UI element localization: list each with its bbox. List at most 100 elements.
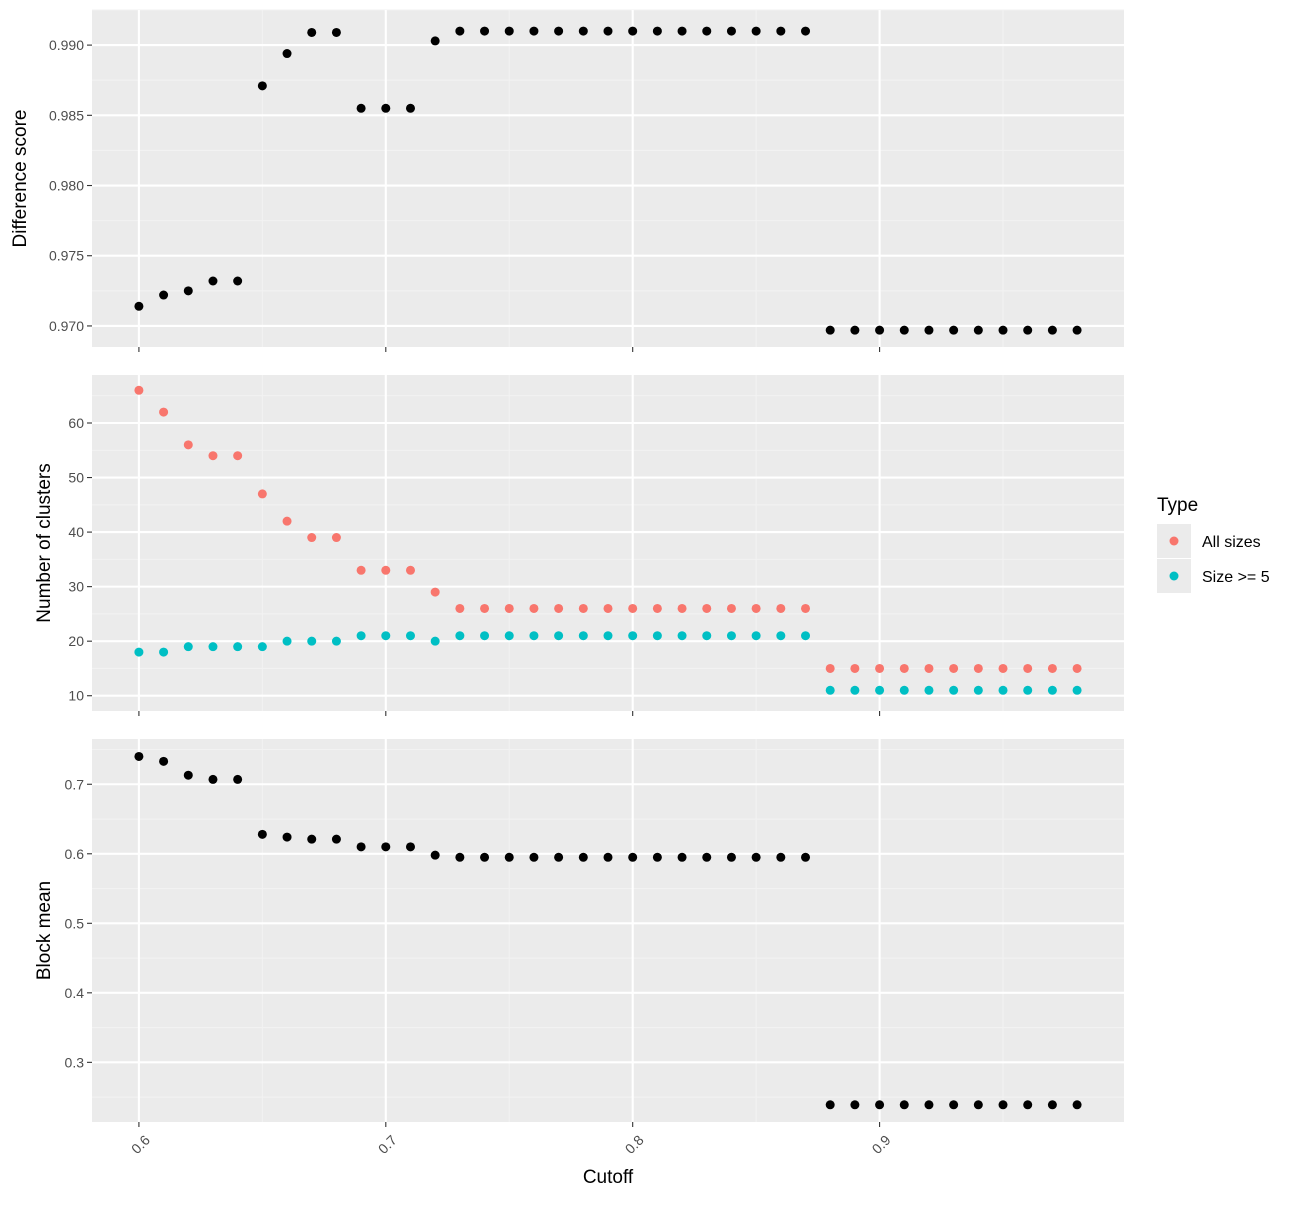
data-point [578,631,588,641]
data-point [159,407,169,417]
x-tick-label: 0.6 [128,1132,153,1157]
data-point [998,325,1008,335]
data-point [825,1100,835,1110]
data-point [183,286,193,296]
data-point [776,603,786,613]
data-point [554,631,564,641]
data-point [776,26,786,36]
y-tick-label: 10 [68,688,84,704]
data-point [801,603,811,613]
data-point [504,26,514,36]
data-point [307,533,317,543]
data-point [1072,1100,1082,1110]
y-tick-label: 0.980 [49,178,84,194]
data-point [208,774,218,784]
data-point [726,26,736,36]
data-point [1072,663,1082,673]
data-point [702,26,712,36]
x-tick-label: 0.8 [622,1132,647,1157]
data-point [159,290,169,300]
data-point [628,603,638,613]
data-point [677,26,687,36]
y-tick-label: 0.3 [65,1054,85,1070]
data-point [1023,1100,1033,1110]
data-point [875,663,885,673]
data-point [603,603,613,613]
data-point [1023,663,1033,673]
data-point [554,852,564,862]
data-point [801,26,811,36]
data-point [257,642,267,652]
y-tick-label: 60 [68,415,84,431]
data-point [875,325,885,335]
data-point [183,440,193,450]
data-point [603,631,613,641]
data-point [233,774,243,784]
legend-swatch [1169,571,1179,581]
data-point [405,103,415,113]
data-point [801,852,811,862]
data-point [331,27,341,37]
data-point [702,631,712,641]
legend: Type All sizes Size >= 5 [1157,495,1270,593]
data-point [233,642,243,652]
data-point [751,631,761,641]
data-point [282,832,292,842]
data-point [652,603,662,613]
data-point [183,770,193,780]
data-point [480,603,490,613]
data-point [356,631,366,641]
data-point [282,636,292,646]
data-point [998,1100,1008,1110]
data-point [578,26,588,36]
data-point [233,451,243,461]
data-point [134,385,144,395]
data-point [850,1100,860,1110]
y-tick-label: 0.975 [49,248,84,264]
data-point [1047,1100,1057,1110]
data-point [628,852,638,862]
data-point [430,636,440,646]
data-point [134,751,144,761]
y-axis-title: Number of clusters [34,463,55,622]
x-tick-label: 0.9 [869,1132,894,1157]
data-point [529,631,539,641]
y-tick-label: 0.990 [49,37,84,53]
data-point [381,565,391,575]
data-point [998,685,1008,695]
legend-swatch [1169,536,1179,546]
data-point [850,685,860,695]
data-point [751,852,761,862]
data-point [405,842,415,852]
data-point [801,631,811,641]
data-point [924,685,934,695]
series-size-5 [134,631,1082,695]
data-point [949,663,959,673]
data-point [628,26,638,36]
data-point [998,663,1008,673]
data-point [1047,663,1057,673]
data-point [430,850,440,860]
data-point [973,663,983,673]
data-point [480,26,490,36]
data-point [134,647,144,657]
data-point [1023,325,1033,335]
data-point [183,642,193,652]
data-point [381,631,391,641]
data-point [899,325,909,335]
series-points-0 [134,751,1082,1110]
x-axis-title: Cutoff [583,1167,634,1188]
data-point [751,603,761,613]
data-point [1023,685,1033,695]
data-point [134,301,144,311]
data-point [356,103,366,113]
panel-background [92,10,1124,347]
data-point [282,49,292,59]
data-point [430,587,440,597]
data-point [875,1100,885,1110]
data-point [455,26,465,36]
data-point [257,489,267,499]
data-point [159,647,169,657]
data-point [381,842,391,852]
